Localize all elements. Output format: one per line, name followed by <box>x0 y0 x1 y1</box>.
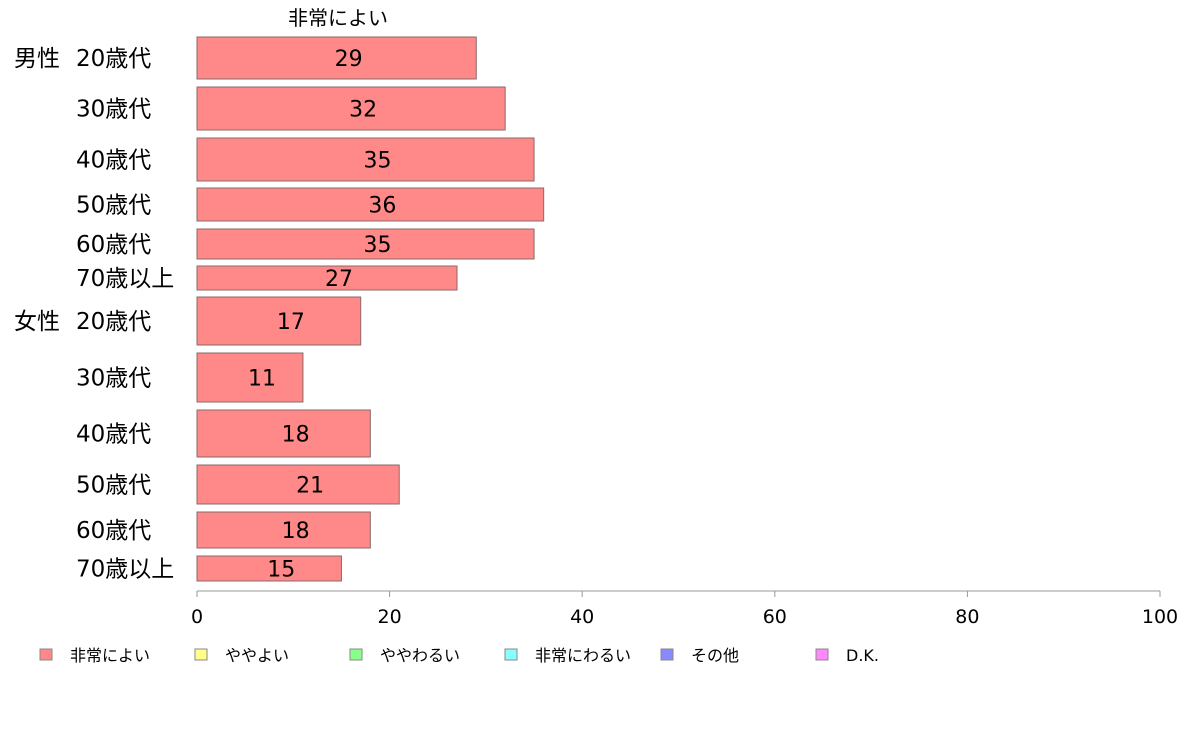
legend-label: その他 <box>691 646 739 665</box>
data-label: 32 <box>349 98 377 123</box>
bar-male-3 <box>196 187 545 222</box>
bar-male-0 <box>196 36 477 80</box>
legend-label: ややわるい <box>380 646 460 665</box>
x-tick-label: 60 <box>763 606 787 628</box>
legend-swatch <box>349 648 363 661</box>
bar-female-5 <box>196 555 342 582</box>
legend-swatch <box>39 648 53 661</box>
data-label: 18 <box>282 519 310 544</box>
data-label: 18 <box>282 423 310 448</box>
data-label: 29 <box>335 47 363 72</box>
legend: 非常によい ややよい ややわるい 非常にわるい その他 D.K. <box>39 646 879 665</box>
legend-swatch <box>815 648 829 661</box>
category-label: 20歳代 <box>76 309 151 335</box>
legend-swatch <box>194 648 208 661</box>
legend-label: 非常にわるい <box>535 646 631 665</box>
legend-label: 非常によい <box>70 646 150 665</box>
data-label: 36 <box>368 194 396 219</box>
legend-swatch <box>660 648 674 661</box>
data-label: 35 <box>364 149 392 174</box>
category-label: 40歳代 <box>76 148 151 174</box>
data-label: 17 <box>277 310 305 335</box>
data-label: 11 <box>248 367 276 392</box>
category-label: 30歳代 <box>76 366 151 392</box>
bar-female-1 <box>196 352 304 403</box>
bar-male-5 <box>196 265 458 291</box>
bar-female-3 <box>196 464 400 505</box>
legend-label: D.K. <box>846 646 879 665</box>
group-label: 男性 <box>14 46 60 72</box>
data-label: 21 <box>296 474 324 499</box>
bar-male-1 <box>196 86 506 131</box>
category-label: 70歳以上 <box>76 557 174 583</box>
x-tick-label: 40 <box>570 606 594 628</box>
category-label: 50歳代 <box>76 193 151 219</box>
group-label: 女性 <box>14 309 60 335</box>
category-label: 40歳代 <box>76 422 151 448</box>
bar-male-4 <box>196 228 535 260</box>
x-tick-label: 100 <box>1142 606 1178 628</box>
bar-male-2 <box>196 137 535 182</box>
category-label: 50歳代 <box>76 473 151 499</box>
data-label: 35 <box>364 233 392 258</box>
data-label: 15 <box>267 558 295 583</box>
bar-female-2 <box>196 409 371 458</box>
x-tick-label: 0 <box>191 606 203 628</box>
x-tick-label: 20 <box>378 606 402 628</box>
category-label: 20歳代 <box>76 46 151 72</box>
chart-title: 非常によい <box>288 6 388 30</box>
category-label: 60歳代 <box>76 518 151 544</box>
category-label: 60歳代 <box>76 232 151 258</box>
bar-female-4 <box>196 511 371 549</box>
data-label: 27 <box>325 267 353 292</box>
bars-layer: 2920歳代男性3230歳代3540歳代3650歳代3560歳代2770歳以上1… <box>14 36 545 583</box>
legend-swatch <box>504 648 518 661</box>
legend-label: ややよい <box>225 646 289 665</box>
bar-female-0 <box>196 296 362 346</box>
category-label: 70歳以上 <box>76 266 174 292</box>
category-label: 30歳代 <box>76 97 151 123</box>
x-axis: 0 20 40 60 80 100 <box>191 590 1178 628</box>
x-tick-label: 80 <box>955 606 979 628</box>
